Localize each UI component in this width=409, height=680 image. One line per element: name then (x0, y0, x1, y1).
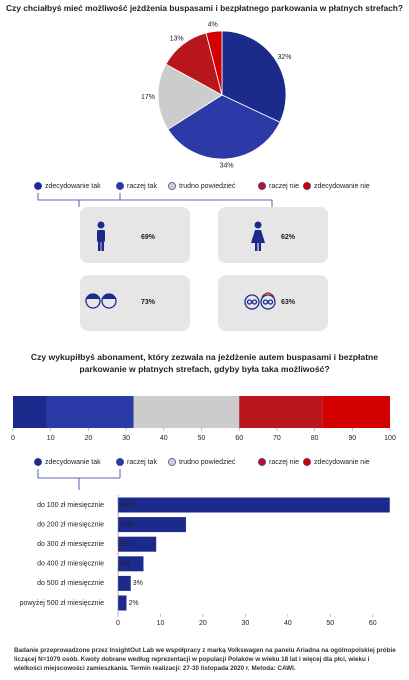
legend-label: raczej nie (269, 183, 299, 190)
legend-label: raczej tak (127, 459, 157, 466)
legend-marker (303, 182, 311, 190)
bar-segment (46, 396, 134, 428)
stat-value: 69% (141, 234, 156, 241)
x-tick-label: 10 (47, 435, 55, 442)
x-tick-label: 90 (348, 435, 356, 442)
legend-marker (168, 458, 176, 466)
data-label: 4% (208, 21, 218, 28)
x-tick-label: 100 (384, 435, 396, 442)
y-tick-label: do 200 zł miesięcznie (37, 521, 104, 528)
stat-value: 62% (281, 234, 296, 241)
chart-title: Czy chciałbyś mieć możliwość jeżdżenia b… (6, 3, 403, 13)
x-tick-label: 20 (199, 620, 207, 627)
x-tick-label: 50 (326, 620, 334, 627)
legend-marker (258, 182, 266, 190)
bar-segment (239, 396, 323, 428)
y-tick-label: do 400 zł miesięcznie (37, 561, 104, 568)
bar (118, 575, 131, 591)
data-label: 2% (128, 600, 138, 607)
x-tick-label: 60 (369, 620, 377, 627)
data-label: 9% (120, 541, 130, 548)
bar (118, 595, 127, 611)
legend-marker (168, 182, 176, 190)
legend-label: trudno powiedzieć (179, 183, 236, 190)
y-tick-label: do 500 zł miesięcznie (37, 580, 104, 587)
y-tick-label: do 300 zł miesięcznie (37, 541, 104, 548)
pie-slice (167, 94, 281, 160)
x-tick-label: 0 (116, 620, 120, 627)
legend-label: zdecydowanie nie (314, 459, 370, 466)
data-label: 13% (170, 36, 184, 43)
data-label: 6% (120, 561, 130, 568)
stat-value: 73% (141, 299, 156, 306)
bar-segment (13, 396, 47, 428)
legend-marker (303, 458, 311, 466)
legend-label: zdecydowanie tak (45, 459, 101, 466)
bar-segment (322, 396, 390, 428)
data-label: 16% (120, 521, 134, 528)
x-tick-label: 40 (284, 620, 292, 627)
data-label: 3% (133, 580, 143, 587)
footnote: Badanie przeprowadzone przez InsightOut … (14, 647, 396, 672)
legend-marker (116, 458, 124, 466)
bar (118, 517, 186, 533)
x-tick-label: 70 (273, 435, 281, 442)
pie-slice (205, 30, 223, 96)
icon-old (244, 292, 276, 310)
x-tick-label: 30 (122, 435, 130, 442)
legend-label: zdecydowanie nie (314, 183, 370, 190)
x-tick-label: 80 (311, 435, 319, 442)
x-tick-label: 10 (157, 620, 165, 627)
bar (118, 536, 157, 552)
icon-woman (251, 221, 265, 251)
box (80, 207, 328, 331)
y-tick-label: powyżej 500 zł miesięcznie (20, 600, 105, 607)
chart-title: Czy wykupiłbyś abonament, który zezwala … (30, 352, 379, 374)
pie-slice (157, 63, 223, 130)
data-label: 34% (220, 163, 234, 170)
bar (118, 497, 390, 513)
legend-label: trudno powiedzieć (179, 459, 236, 466)
x-tick-label: 60 (235, 435, 243, 442)
bar (118, 556, 144, 572)
stat-value: 63% (281, 299, 296, 306)
x-tick-label: 30 (241, 620, 249, 627)
legend-label: raczej tak (127, 183, 157, 190)
y-tick-label: do 100 zł miesięcznie (37, 502, 104, 509)
data-label: 17% (141, 94, 155, 101)
pie-slice (221, 30, 287, 123)
legend-marker (258, 458, 266, 466)
x-tick-label: 50 (198, 435, 206, 442)
bar-segment (133, 396, 240, 428)
data-label: 64% (120, 502, 134, 509)
icon-young (85, 293, 117, 309)
legend-marker (116, 182, 124, 190)
legend-marker (34, 182, 42, 190)
legend-label: raczej nie (269, 459, 299, 466)
x-tick-label: 0 (11, 435, 15, 442)
legend-marker (34, 458, 42, 466)
x-tick-label: 40 (160, 435, 168, 442)
x-tick-label: 20 (85, 435, 93, 442)
connector (37, 193, 273, 490)
icon-man (97, 221, 105, 251)
data-label: 32% (277, 54, 291, 61)
legend-label: zdecydowanie tak (45, 183, 101, 190)
